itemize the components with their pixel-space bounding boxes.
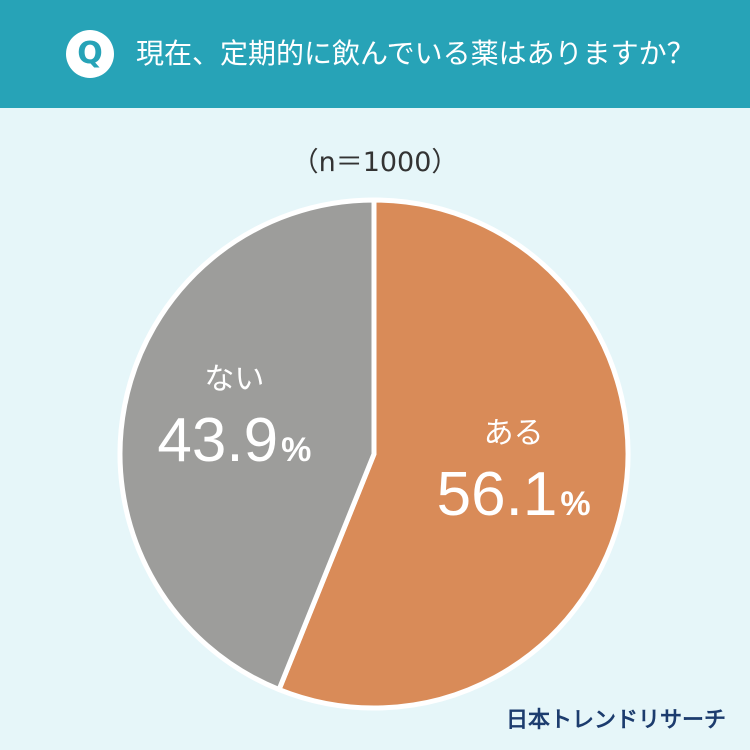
question-header: Q 現在、定期的に飲んでいる薬はありますか？: [0, 0, 750, 108]
slice-yes: [276, 197, 631, 711]
slice-category-label: ない: [204, 362, 264, 397]
slice-category-label: ある: [484, 416, 544, 451]
slice-no: [117, 197, 377, 693]
brand-logo: 日本トレンドリサーチ: [505, 708, 726, 733]
label-yes: ある 56.1%: [437, 416, 591, 529]
sample-size: （n＝1000）: [291, 147, 459, 178]
slice-value-label: 56.1%: [437, 460, 591, 529]
label-no: ない 43.9%: [157, 362, 311, 475]
q-badge-icon: Q: [66, 30, 114, 78]
slice-value-label: 43.9%: [157, 406, 311, 475]
question-text: 現在、定期的に飲んでいる薬はありますか？: [136, 37, 695, 70]
